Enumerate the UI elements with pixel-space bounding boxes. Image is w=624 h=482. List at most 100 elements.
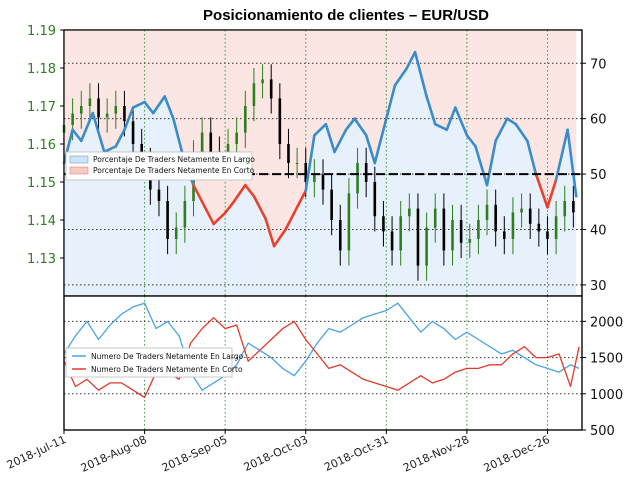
lower-panel: 500 1000 1500 2000 Numero De Traders Netame…: [63, 295, 623, 439]
percent-long-line-segment: [272, 228, 287, 248]
percent-long-line-segment: [433, 122, 449, 132]
percent-long-line-segment: [393, 67, 408, 87]
candle-body: [313, 174, 316, 182]
lower-series-lines: [63, 302, 580, 399]
candle-body: [520, 208, 523, 213]
percent-long-line-segment: [163, 95, 175, 120]
candle-body: [123, 106, 126, 122]
percent-long-line-segment: [526, 139, 538, 176]
percent-long-line-segment: [485, 139, 497, 187]
percent-long-line-segment: [151, 95, 167, 115]
candle-body: [295, 163, 299, 164]
candle-body: [183, 201, 187, 228]
upper-legend-box: [65, 151, 253, 181]
candle-body: [373, 182, 377, 217]
percent-long-line-segment: [324, 122, 336, 154]
right-axis-tick-label: 50: [590, 168, 607, 183]
percent-long-line-segment: [292, 189, 308, 215]
upper-panel: 1.131.141.151.161.171.181.19 3040506070 …: [27, 24, 607, 297]
left-axis-tick-label: 1.16: [27, 138, 56, 153]
chart-title: Posicionamiento de clientes – EUR/USD: [203, 7, 489, 24]
candle-body: [97, 98, 100, 118]
x-axis-tick-label: 2018-Aug-08: [79, 433, 149, 475]
candle-body: [269, 79, 273, 99]
candle-body: [468, 239, 472, 243]
candle-body: [399, 216, 402, 251]
left-axis-tick-label: 1.19: [27, 24, 56, 39]
candle-body: [131, 121, 135, 144]
candle-body: [459, 220, 463, 243]
right-axis-tick-label: 30: [590, 279, 607, 294]
x-axis-date-ticks: 2018-Jul-11 2018-Aug-08 2018-Sep-05 2018-Oc…: [5, 430, 552, 475]
legend-label-count-short: Numero De Traders Netamente En Corto: [91, 365, 243, 374]
candle-body: [572, 201, 575, 213]
percent-long-line-segment: [284, 211, 296, 231]
candle-body: [563, 201, 567, 217]
candle-body: [433, 208, 437, 228]
x-axis-tick-label: 2018-Nov-28: [401, 433, 471, 475]
percent-long-line-segment: [494, 117, 509, 143]
percent-long-line-segment: [244, 183, 256, 198]
legend-label-count-long: Numero De Traders Netamente En Largo: [91, 352, 244, 361]
percent-long-line-segment: [353, 117, 368, 137]
percent-long-line-segment: [62, 128, 74, 165]
percent-long-line-segment: [223, 200, 236, 215]
percent-long-line-segment: [364, 133, 377, 165]
percent-long-line-segment: [102, 145, 118, 154]
percent-long-line-segment: [71, 128, 83, 143]
percent-long-line-segment: [425, 95, 437, 126]
percent-long-line-segment: [373, 117, 388, 165]
left-axis-tick-label: 1.14: [27, 214, 56, 229]
legend-label-percent-short: Porcentaje De Traders Netamente En Corto: [93, 166, 255, 175]
candle-body: [364, 163, 368, 182]
x-axis-tick-label: 2018-Jul-11: [5, 433, 68, 472]
candle-body: [304, 163, 308, 182]
candle-body: [330, 189, 333, 220]
percent-long-line-segment: [514, 122, 529, 143]
candle-body: [537, 223, 541, 232]
percent-long-line-segment: [212, 211, 227, 226]
legend-swatch-long: [69, 155, 89, 164]
percent-long-line-segment: [454, 106, 469, 137]
candle-body: [442, 208, 446, 251]
candle-body: [408, 208, 411, 217]
lower-legend: Numero De Traders Netamente En Largo Num…: [65, 347, 244, 378]
left-axis-tick-label: 1.18: [27, 62, 56, 77]
candle-body: [200, 132, 204, 156]
lower-plot-border: [63, 295, 583, 431]
percent-long-line-segment: [333, 128, 348, 154]
right-axis-percent-ticks: 30 40 50 60 70: [582, 57, 607, 294]
x-axis-tick-label: 2018-Oct-03: [242, 433, 310, 474]
candle-body: [416, 208, 420, 266]
candle-body: [166, 201, 169, 239]
x-axis-tick-label: 2018-Dec-26: [482, 433, 552, 475]
percent-long-line-segment: [252, 194, 267, 220]
lower-legend-box: [65, 347, 233, 378]
candle-body: [528, 208, 532, 224]
candle-body: [347, 193, 351, 251]
left-axis-tick-label: 1.15: [27, 176, 56, 191]
candle-body: [244, 106, 247, 133]
percent-short-area: [64, 30, 577, 247]
lower-right-tick-label: 500: [590, 424, 615, 439]
percent-long-line-segment: [313, 122, 328, 137]
candle-body: [261, 79, 264, 84]
candle-body: [71, 113, 74, 125]
percent-long-line-segment: [445, 106, 457, 132]
percent-long-line-segment: [474, 145, 489, 187]
percent-long-line-segment: [304, 133, 316, 193]
candle-body: [356, 163, 359, 194]
candle-body: [79, 106, 83, 114]
candle-body: [546, 231, 549, 239]
percent-long-line-segment: [413, 50, 428, 98]
percent-long-line-segment: [192, 183, 207, 209]
candle-body: [114, 106, 118, 114]
candle-body: [321, 174, 325, 190]
legend-swatch-short: [69, 166, 89, 175]
candle-body: [338, 220, 342, 251]
x-axis-tick-label: 2018-Oct-31: [322, 433, 390, 474]
lower-right-tick-label: 1500: [590, 352, 623, 367]
right-axis-count-ticks: 500 1000 1500 2000: [582, 315, 623, 439]
left-axis-price-ticks: 1.13 1.14 1.15 1.16 1.17 1.18 1.19: [27, 24, 64, 267]
